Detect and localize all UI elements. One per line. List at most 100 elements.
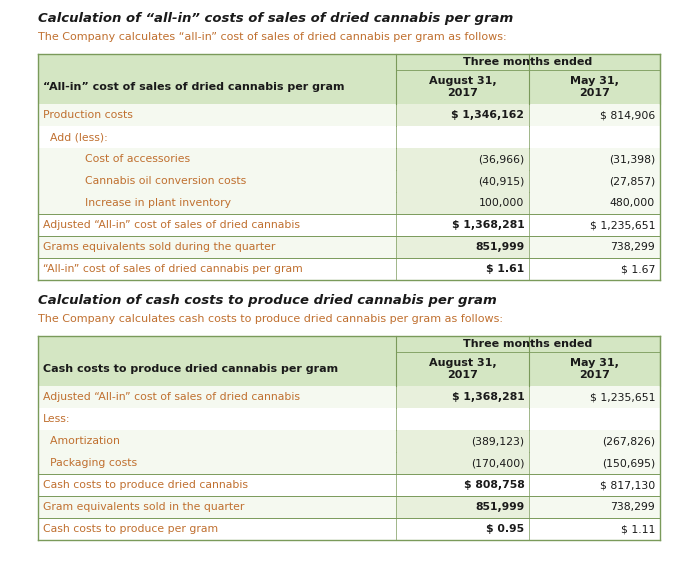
Bar (529, 496, 660, 518)
Bar (38, 148, 396, 170)
Bar (529, 170, 660, 192)
Text: (170,400): (170,400) (471, 458, 524, 468)
Text: (27,857): (27,857) (609, 176, 655, 186)
Text: The Company calculates “all-in” cost of sales of dried cannabis per gram as foll: The Company calculates “all-in” cost of … (38, 32, 507, 42)
Text: August 31,
2017: August 31, 2017 (429, 76, 496, 98)
Text: May 31,
2017: May 31, 2017 (570, 76, 619, 98)
Text: Adjusted “All-in” cost of sales of dried cannabis: Adjusted “All-in” cost of sales of dried… (43, 220, 300, 230)
Text: Three months ended: Three months ended (463, 57, 593, 67)
Text: $ 1.67: $ 1.67 (621, 264, 655, 274)
Bar (38, 192, 396, 214)
Bar (38, 518, 396, 540)
Text: (150,695): (150,695) (602, 458, 655, 468)
Text: Gram equivalents sold in the quarter: Gram equivalents sold in the quarter (43, 502, 244, 512)
Bar (396, 496, 529, 518)
Text: Increase in plant inventory: Increase in plant inventory (43, 198, 231, 208)
Bar (396, 214, 529, 236)
Bar (38, 408, 396, 430)
Text: Amortization: Amortization (43, 436, 120, 446)
Bar (38, 170, 396, 192)
Bar (38, 336, 660, 386)
Text: $ 1,368,281: $ 1,368,281 (451, 220, 524, 230)
Bar (396, 104, 529, 126)
Bar (529, 386, 660, 408)
Text: (267,826): (267,826) (602, 436, 655, 446)
Bar (529, 148, 660, 170)
Bar (529, 104, 660, 126)
Bar (396, 236, 529, 258)
Text: Less:: Less: (43, 414, 70, 424)
Text: Add (less):: Add (less): (43, 132, 108, 142)
Bar (396, 474, 529, 496)
Text: Grams equivalents sold during the quarter: Grams equivalents sold during the quarte… (43, 242, 276, 252)
Bar (38, 214, 396, 236)
Bar (396, 148, 529, 170)
Bar (38, 104, 396, 126)
Text: The Company calculates cash costs to produce dried cannabis per gram as follows:: The Company calculates cash costs to pro… (38, 314, 503, 324)
Text: Three months ended: Three months ended (463, 339, 593, 349)
Bar (529, 430, 660, 452)
Bar (38, 54, 660, 104)
Text: Cash costs to produce dried cannabis per gram: Cash costs to produce dried cannabis per… (43, 364, 338, 374)
Text: $ 808,758: $ 808,758 (464, 480, 524, 490)
Bar (396, 518, 529, 540)
Text: (40,915): (40,915) (478, 176, 524, 186)
Text: “All-in” cost of sales of dried cannabis per gram: “All-in” cost of sales of dried cannabis… (43, 264, 303, 274)
Text: Calculation of cash costs to produce dried cannabis per gram: Calculation of cash costs to produce dri… (38, 294, 496, 307)
Text: 851,999: 851,999 (475, 242, 524, 252)
Text: $ 1,346,162: $ 1,346,162 (451, 110, 524, 120)
Text: $ 817,130: $ 817,130 (599, 480, 655, 490)
Text: Packaging costs: Packaging costs (43, 458, 137, 468)
Text: Adjusted “All-in” cost of sales of dried cannabis: Adjusted “All-in” cost of sales of dried… (43, 392, 300, 402)
Text: Cash costs to produce dried cannabis: Cash costs to produce dried cannabis (43, 480, 248, 490)
Bar (38, 452, 396, 474)
Bar (38, 474, 396, 496)
Text: 851,999: 851,999 (475, 502, 524, 512)
Text: 738,299: 738,299 (610, 242, 655, 252)
Bar (38, 386, 396, 408)
Text: $ 1,235,651: $ 1,235,651 (589, 220, 655, 230)
Text: Production costs: Production costs (43, 110, 133, 120)
Text: $ 1,235,651: $ 1,235,651 (589, 392, 655, 402)
Bar (396, 430, 529, 452)
Bar (38, 496, 396, 518)
Text: May 31,
2017: May 31, 2017 (570, 358, 619, 380)
Text: 100,000: 100,000 (479, 198, 524, 208)
Text: $ 0.95: $ 0.95 (486, 524, 524, 534)
Bar (396, 126, 529, 148)
Bar (529, 452, 660, 474)
Text: Cannabis oil conversion costs: Cannabis oil conversion costs (43, 176, 246, 186)
Text: (36,966): (36,966) (478, 154, 524, 164)
Bar (396, 452, 529, 474)
Text: $ 1,368,281: $ 1,368,281 (451, 392, 524, 402)
Bar (38, 430, 396, 452)
Bar (38, 258, 396, 280)
Text: $ 1.61: $ 1.61 (486, 264, 524, 274)
Text: “All-in” cost of sales of dried cannabis per gram: “All-in” cost of sales of dried cannabis… (43, 82, 344, 92)
Bar (529, 214, 660, 236)
Bar (396, 386, 529, 408)
Bar (38, 126, 396, 148)
Text: Cost of accessories: Cost of accessories (43, 154, 190, 164)
Bar (529, 258, 660, 280)
Text: August 31,
2017: August 31, 2017 (429, 358, 496, 380)
Text: Cash costs to produce per gram: Cash costs to produce per gram (43, 524, 218, 534)
Bar (529, 518, 660, 540)
Bar (38, 236, 396, 258)
Bar (396, 170, 529, 192)
Text: (389,123): (389,123) (471, 436, 524, 446)
Text: 738,299: 738,299 (610, 502, 655, 512)
Bar (529, 408, 660, 430)
Text: (31,398): (31,398) (609, 154, 655, 164)
Text: Calculation of “all-in” costs of sales of dried cannabis per gram: Calculation of “all-in” costs of sales o… (38, 12, 514, 25)
Text: $ 814,906: $ 814,906 (599, 110, 655, 120)
Bar (529, 192, 660, 214)
Bar (396, 192, 529, 214)
Text: 480,000: 480,000 (610, 198, 655, 208)
Bar (396, 258, 529, 280)
Bar (529, 126, 660, 148)
Text: $ 1.11: $ 1.11 (621, 524, 655, 534)
Bar (396, 408, 529, 430)
Bar (529, 474, 660, 496)
Bar (529, 236, 660, 258)
